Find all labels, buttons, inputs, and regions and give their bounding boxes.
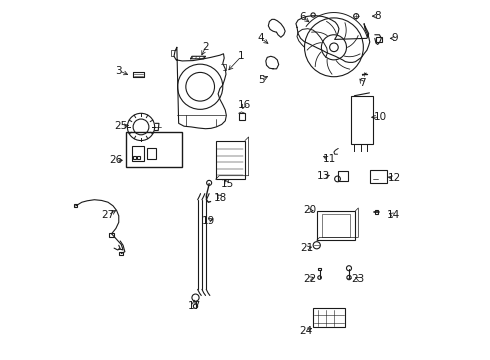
Bar (119, 252, 123, 255)
Text: 4: 4 (258, 33, 265, 43)
Text: 10: 10 (374, 112, 387, 122)
Text: 22: 22 (303, 274, 316, 284)
Bar (132, 146, 144, 161)
Text: 2: 2 (202, 42, 209, 52)
Bar (338, 171, 347, 181)
Text: 24: 24 (299, 325, 313, 336)
Text: 1: 1 (238, 51, 245, 61)
Bar (109, 233, 114, 237)
Text: 25: 25 (115, 121, 128, 131)
Text: 19: 19 (202, 216, 215, 225)
Text: 3: 3 (116, 66, 122, 76)
Bar (137, 156, 140, 159)
Text: 7: 7 (359, 78, 366, 88)
Text: 8: 8 (374, 11, 381, 21)
Bar (375, 210, 378, 215)
Bar (376, 37, 382, 42)
Bar (239, 113, 245, 120)
Bar (318, 268, 321, 270)
Bar (126, 132, 181, 167)
Text: 20: 20 (303, 206, 316, 216)
Bar (351, 96, 373, 144)
Bar (317, 211, 355, 240)
Text: 26: 26 (109, 155, 122, 165)
Text: 27: 27 (101, 210, 115, 220)
Text: 18: 18 (214, 193, 227, 203)
Text: 17: 17 (188, 301, 201, 311)
Text: 21: 21 (300, 243, 313, 253)
Bar (370, 170, 387, 183)
Text: 9: 9 (392, 33, 398, 43)
Bar (216, 140, 245, 179)
Text: 23: 23 (351, 274, 365, 284)
Bar (133, 156, 136, 159)
Text: 13: 13 (317, 171, 331, 181)
Bar (313, 309, 345, 327)
Text: 6: 6 (299, 12, 306, 22)
Text: 11: 11 (322, 154, 336, 164)
Text: 5: 5 (258, 75, 265, 85)
Bar (147, 148, 156, 159)
Bar (74, 204, 77, 207)
Text: 14: 14 (387, 210, 400, 220)
Text: 12: 12 (388, 173, 401, 183)
Text: 15: 15 (220, 179, 234, 189)
Text: 16: 16 (238, 100, 251, 110)
